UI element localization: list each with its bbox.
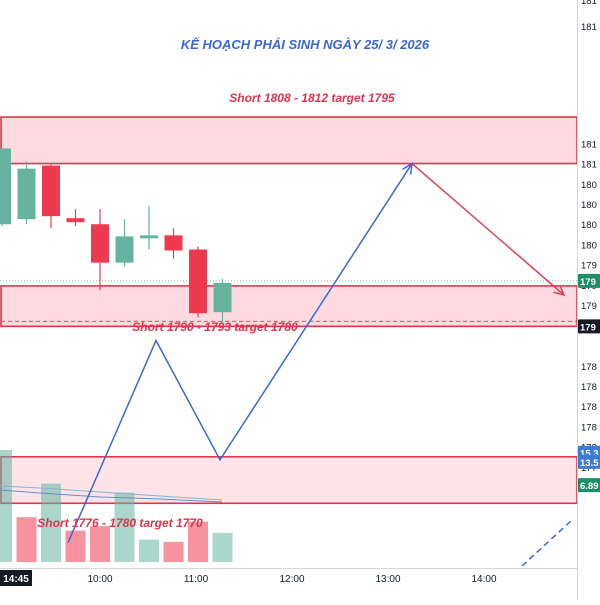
zone-label: Short 1790 - 1793 target 1780 <box>132 320 298 334</box>
time-tick-label: 14:45 <box>3 574 29 585</box>
price-tick-label: 180 <box>581 240 597 251</box>
time-tick-label: 11:00 <box>184 574 209 585</box>
price-tick-label: 179 <box>581 261 597 272</box>
price-tick-label: 181 <box>581 139 597 150</box>
zone-label: Short 1776 - 1780 target 1770 <box>37 516 203 530</box>
candle-body <box>91 224 109 262</box>
zones-layer <box>0 117 577 503</box>
price-tick-label: 180 <box>581 180 597 191</box>
candle-body <box>67 218 85 222</box>
time-tick-label: 10:00 <box>87 574 112 585</box>
price-tick-label: 181 <box>581 22 597 33</box>
time-tick-label: 14:00 <box>471 574 496 585</box>
candle-body <box>116 236 134 262</box>
projection-line <box>522 520 572 566</box>
candle-body <box>18 169 36 220</box>
volume-bar <box>0 450 12 562</box>
candle-body <box>189 250 207 314</box>
price-axis[interactable]: 181 181 180 180 180 180 179 179 179 178 178 178 178 1… <box>578 0 600 600</box>
time-tick-label: 12:00 <box>279 574 304 585</box>
price-tag-label: 179 <box>580 277 596 288</box>
price-tag-label: 179 <box>580 322 596 333</box>
price-tick-label: 178 <box>581 422 597 433</box>
short-arrow-line <box>412 164 564 295</box>
zone-label: Short 1808 - 1812 target 1795 <box>229 91 395 105</box>
plan-layer <box>68 164 572 566</box>
volume-bar <box>139 540 159 562</box>
volume-bar <box>164 542 184 562</box>
volume-bar <box>213 533 233 562</box>
zone-box <box>1 117 577 164</box>
candle-body <box>140 235 158 238</box>
price-tag-label: 6.89 <box>580 481 599 492</box>
volume-bar <box>17 517 37 562</box>
price-tick-label: 178 <box>581 382 597 393</box>
candle-body <box>214 283 232 312</box>
volume-bar <box>66 531 86 562</box>
chart-title: KẾ HOẠCH PHÁI SINH NGÀY 25/ 3/ 2026 <box>181 37 430 52</box>
price-tick-label: 178 <box>581 362 597 373</box>
price-tick-label: 178 <box>581 402 597 413</box>
time-axis[interactable]: 14:45 10:00 11:00 12:00 13:00 14:00 <box>0 569 577 587</box>
price-tick-label: 181 <box>581 0 597 7</box>
price-tag-label: 13.5 <box>580 458 599 469</box>
price-tick-label: 181 <box>581 160 597 171</box>
candle-body <box>42 166 60 217</box>
price-tick-label: 179 <box>581 301 597 312</box>
plan-arrowhead <box>403 164 412 175</box>
volume-bar <box>90 526 110 562</box>
price-tick-label: 180 <box>581 220 597 231</box>
price-tick-label: 180 <box>581 200 597 211</box>
candle-body <box>165 235 183 250</box>
candle-body <box>0 148 11 224</box>
time-tick-label: 13:00 <box>375 574 400 585</box>
